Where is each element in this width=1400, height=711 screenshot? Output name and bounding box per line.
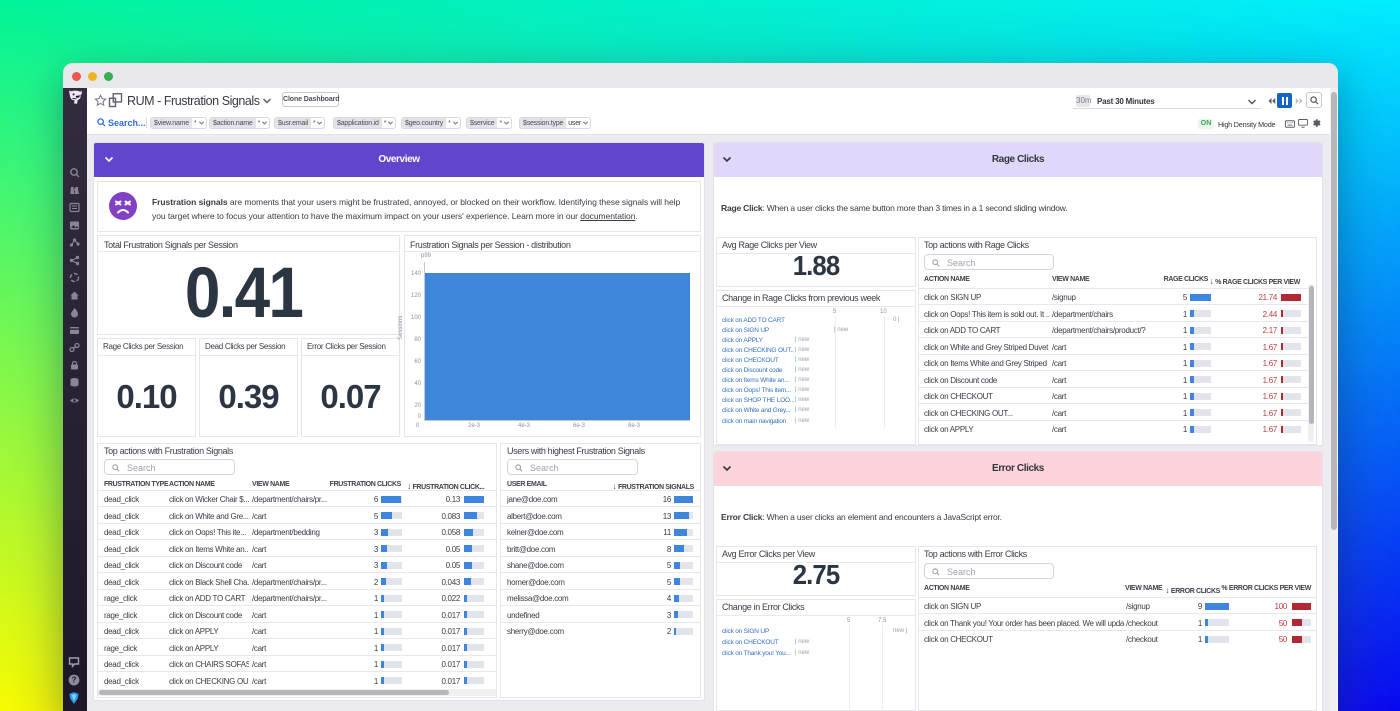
svg-text:?: ? (72, 676, 77, 685)
